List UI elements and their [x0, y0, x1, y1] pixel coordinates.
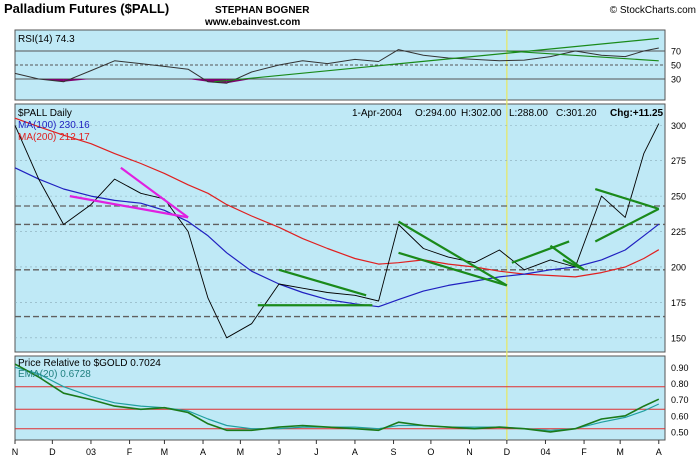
- ma200-legend: MA(200) 212.17: [18, 132, 90, 143]
- ratio-panel: [14, 355, 666, 441]
- ratio-tick-label: 0.70: [671, 395, 689, 405]
- stockcharts-credit: © StockCharts.com: [610, 5, 696, 16]
- rsi-label: RSI(14) 74.3: [18, 34, 75, 45]
- price-tick-label: 175: [671, 298, 686, 308]
- info-low: L:288.00: [509, 108, 548, 119]
- rsi-oversold-fill: [188, 79, 209, 82]
- rsi-trendline: [506, 50, 659, 62]
- x-tick-label: A: [200, 447, 206, 457]
- ma100-legend: MA(100) 230.16: [18, 120, 90, 131]
- price-panel: [14, 103, 666, 353]
- price-trendline: [511, 240, 570, 264]
- rsi-tick-label: 30: [671, 75, 681, 85]
- author-label: STEPHAN BOGNER: [215, 5, 310, 16]
- ema-legend: EMA(20) 0.6728: [18, 369, 91, 380]
- info-high: H:302.00: [461, 108, 502, 119]
- price-line: [14, 123, 660, 339]
- price-tick-label: 200: [671, 262, 686, 272]
- series-layer: [14, 47, 660, 433]
- ma200-line: [14, 117, 660, 278]
- x-tick-label: J: [277, 447, 282, 457]
- x-tick-label: M: [161, 447, 169, 457]
- grid-layer: [15, 30, 665, 440]
- ratio-tick-label: 0.60: [671, 411, 689, 421]
- info-change: Chg:+11.25: [610, 108, 664, 119]
- x-tick-label: D: [504, 447, 511, 457]
- x-tick-label: F: [581, 447, 587, 457]
- info-date: 1-Apr-2004: [352, 108, 402, 119]
- x-tick-label: J: [314, 447, 319, 457]
- x-tick-label: A: [656, 447, 662, 457]
- price-tick-label: 250: [671, 192, 686, 202]
- ma100-line: [14, 167, 660, 308]
- price-trendline: [398, 251, 508, 287]
- trendline-layer: [69, 37, 660, 307]
- price-info-bar: 1-Apr-2004 O:294.00 H:302.00 L:288.00 C:…: [352, 108, 664, 119]
- price-panel-title: $PALL Daily: [18, 108, 72, 119]
- price-trendline: [594, 187, 660, 210]
- x-tick-label: A: [352, 447, 358, 457]
- price-trendline: [594, 207, 660, 243]
- price-tick-label: 300: [671, 121, 686, 131]
- info-open: O:294.00: [415, 108, 457, 119]
- price-tick-label: 275: [671, 156, 686, 166]
- x-tick-label: F: [127, 447, 133, 457]
- rsi-oversold-fill: [63, 79, 91, 82]
- x-tick-label: 03: [86, 447, 96, 457]
- x-tick-label: D: [49, 447, 56, 457]
- ratio-tick-label: 0.90: [671, 363, 689, 373]
- ratio-line: [14, 363, 660, 433]
- x-tick-label: 04: [540, 447, 550, 457]
- axis-layer: N D 03 F M A M J J A S O N D 04 F M A 30 50 70 150 175 200 225 25…: [12, 47, 689, 458]
- info-close: C:301.20: [556, 108, 597, 119]
- x-tick-label: S: [391, 447, 397, 457]
- x-tick-label: N: [12, 447, 19, 457]
- price-trendline: [69, 195, 189, 219]
- ratio-tick-label: 0.80: [671, 379, 689, 389]
- x-tick-label: N: [466, 447, 473, 457]
- price-trendline: [549, 244, 585, 271]
- price-tick-label: 225: [671, 227, 686, 237]
- ratio-tick-label: 0.50: [671, 427, 689, 437]
- price-trendline: [397, 220, 508, 287]
- x-tick-label: O: [427, 447, 434, 457]
- chart-title: Palladium Futures ($PALL): [4, 1, 169, 16]
- price-trendline: [562, 258, 585, 271]
- x-tick-label: M: [237, 447, 245, 457]
- website-label: www.ebainvest.com: [204, 17, 300, 28]
- rsi-trendline: [214, 37, 659, 83]
- x-tick-label: M: [616, 447, 624, 457]
- price-tick-label: 150: [671, 333, 686, 343]
- rsi-tick-label: 70: [671, 47, 681, 57]
- price-trendline: [120, 166, 189, 219]
- rsi-tick-label: 50: [671, 61, 681, 71]
- price-trendline: [278, 268, 367, 297]
- ratio-panel-title: Price Relative to $GOLD 0.7024: [18, 358, 161, 369]
- rsi-line: [14, 47, 659, 84]
